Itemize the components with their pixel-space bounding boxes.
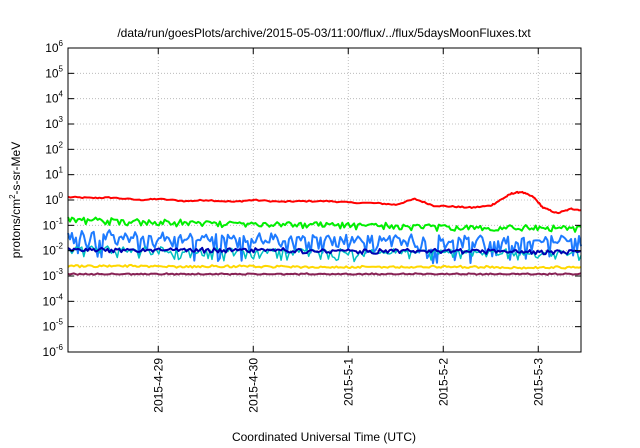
y-tick-exponent: -2 <box>56 242 64 251</box>
y-tick-label: 10-4 <box>43 292 64 308</box>
series-line-5 <box>67 246 582 256</box>
y-tick-base: 10 <box>43 345 57 359</box>
series-line-2 <box>67 216 582 233</box>
chart-title: /data/run/goesPlots/archive/2015-05-03/1… <box>117 26 531 40</box>
y-tick-base: 10 <box>45 168 59 182</box>
y-tick-exponent: 5 <box>59 64 64 73</box>
y-tick-base: 10 <box>43 244 57 258</box>
y-tick-exponent: -3 <box>56 267 64 276</box>
x-tick-label: 2015-4-29 <box>151 358 165 413</box>
y-axis-label-units: -s-sr-MeV <box>9 142 23 195</box>
y-tick-base: 10 <box>45 66 59 80</box>
x-tick-label: 2015-4-30 <box>246 358 260 413</box>
y-tick-exponent: 4 <box>59 90 64 99</box>
x-tick-label: 2015-5-2 <box>436 358 450 406</box>
y-tick-base: 10 <box>45 92 59 106</box>
y-tick-base: 10 <box>43 269 57 283</box>
y-tick-exponent: -5 <box>56 318 64 327</box>
y-tick-base: 10 <box>43 294 57 308</box>
x-axis-label: Coordinated Universal Time (UTC) <box>232 430 416 444</box>
series-line-7 <box>67 272 582 276</box>
y-tick-exponent: 0 <box>59 191 64 200</box>
y-tick-base: 10 <box>45 117 59 131</box>
y-tick-base: 10 <box>45 142 59 156</box>
y-tick-exponent: -4 <box>56 292 64 301</box>
y-axis-label: protons/cm2-s-sr-MeV <box>8 142 23 258</box>
y-tick-label: 10-3 <box>43 267 64 283</box>
y-tick-label: 101 <box>45 166 63 182</box>
y-tick-exponent: 3 <box>59 115 64 124</box>
y-tick-base: 10 <box>45 193 59 207</box>
y-tick-label: 103 <box>45 115 63 131</box>
y-tick-label: 104 <box>45 90 63 106</box>
y-tick-base: 10 <box>43 320 57 334</box>
y-tick-label: 102 <box>45 140 63 156</box>
y-axis-label-superscript: 2 <box>8 194 17 199</box>
y-axis-label-main: protons/cm <box>9 199 23 258</box>
series-line-1 <box>67 190 582 215</box>
y-tick-label: 10-1 <box>43 216 64 232</box>
y-tick-label: 106 <box>45 39 63 55</box>
y-tick-exponent: -1 <box>56 216 64 225</box>
y-tick-exponent: 1 <box>59 166 64 175</box>
y-tick-label: 10-5 <box>43 318 64 334</box>
x-tick-label: 2015-5-1 <box>341 358 355 406</box>
y-tick-base: 10 <box>45 41 59 55</box>
series-line-6 <box>67 263 582 270</box>
y-tick-exponent: 2 <box>59 140 64 149</box>
x-axis-ticks: 2015-4-29 2015-4-30 2015-5-1 2015-5-2 2015-5… <box>151 48 545 413</box>
series-lines <box>67 190 582 276</box>
y-tick-label: 105 <box>45 64 63 80</box>
y-tick-label: 10-6 <box>43 343 64 359</box>
y-tick-exponent: -6 <box>56 343 64 352</box>
y-tick-label: 100 <box>45 191 63 207</box>
x-tick-label: 2015-5-3 <box>531 358 545 406</box>
y-tick-base: 10 <box>43 218 57 232</box>
y-axis-ticks: 10610510410310210110010-110-210-310-410-… <box>43 39 581 359</box>
y-tick-exponent: 6 <box>59 39 64 48</box>
y-tick-label: 10-2 <box>43 242 64 258</box>
